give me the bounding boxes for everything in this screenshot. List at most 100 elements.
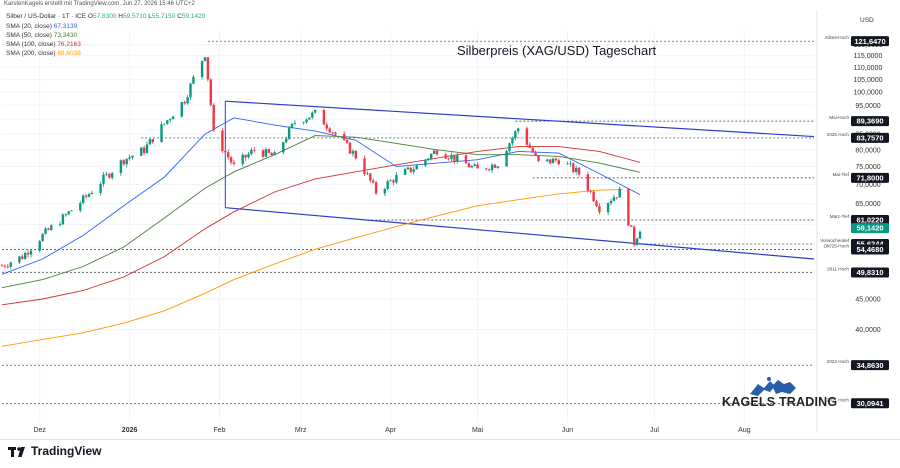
- legend-item-sma50[interactable]: SMA (50, close) 73,3430: [6, 32, 81, 41]
- candle-body: [250, 149, 253, 154]
- candle-body: [311, 112, 314, 118]
- candle-body: [221, 130, 224, 151]
- tradingview-logo-icon[interactable]: [8, 445, 28, 459]
- candle-body: [128, 157, 131, 159]
- candle-body: [6, 266, 9, 268]
- candle-body: [537, 155, 540, 162]
- level-name-label: Mai-Tief: [833, 172, 850, 177]
- candle-body: [314, 109, 317, 113]
- x-tick-label: Mrz: [295, 427, 307, 434]
- candle-body: [145, 144, 149, 153]
- candle-body: [444, 154, 447, 159]
- candle-body: [395, 174, 398, 183]
- y-tick-label: 95,0000: [855, 103, 880, 110]
- candle-body: [308, 117, 311, 120]
- level-price-tag: [851, 36, 889, 47]
- candle-body: [450, 155, 453, 160]
- candle-body: [47, 228, 50, 230]
- y-tick-label: 45,0000: [855, 296, 880, 303]
- high-value: 59,5710: [122, 13, 147, 20]
- candle-body: [447, 158, 450, 160]
- y-tick-label: 80,0000: [855, 147, 880, 154]
- candle-body: [290, 123, 294, 128]
- indicator-legend: SMA (20, close) 67,3139 SMA (50, close) …: [6, 23, 81, 59]
- chart-title: Silberpreis (XAG/USD) Tageschart: [457, 43, 657, 58]
- candle-body: [142, 147, 146, 153]
- level-price-tag: [851, 267, 889, 278]
- candle-body: [577, 167, 581, 175]
- candle-body: [163, 123, 166, 125]
- price-chart[interactable]: Allzeit-Hoch Mai-Hoch 2025 Hoch Mai-Tief Mär…: [0, 0, 900, 440]
- candle-body: [125, 158, 128, 165]
- candle-body: [615, 197, 618, 199]
- candle-body: [386, 181, 389, 189]
- candle-body: [412, 169, 415, 172]
- candle-body: [485, 168, 488, 170]
- grid: [2, 10, 818, 432]
- legend-item-sma100[interactable]: SMA (100, close) 76,2163: [6, 41, 81, 50]
- level-name-label: Okt'25-Hoch: [824, 243, 850, 248]
- legend-item-sma20[interactable]: SMA (20, close) 67,3139: [6, 23, 81, 32]
- x-tick-label: Dez: [33, 427, 46, 434]
- moving-averages: [1, 117, 641, 347]
- chart-attribution: KarstenKagels erstellt mit TradingView.c…: [4, 1, 195, 7]
- level-price-text: 55,6244: [856, 240, 884, 249]
- candle-body: [70, 210, 73, 212]
- candle-body: [160, 124, 163, 143]
- candle-body: [508, 143, 511, 152]
- tradingview-wordmark[interactable]: TradingView: [31, 444, 102, 458]
- candle-body: [627, 188, 630, 226]
- candle-body: [79, 203, 82, 211]
- candle-body: [435, 150, 439, 155]
- candle-body: [517, 128, 520, 132]
- time-axis[interactable]: Dez 2026 Feb Mrz Apr Mai Jun Jul Aug: [33, 427, 750, 434]
- candle-body: [334, 132, 337, 135]
- legend-label: SMA (50, close): [6, 31, 52, 39]
- x-tick-label: Jul: [650, 427, 659, 434]
- candle-body: [496, 166, 500, 168]
- candle-body: [140, 147, 143, 156]
- candle-body: [415, 165, 418, 170]
- candle-body: [328, 128, 331, 133]
- legend-value: 76,2163: [57, 40, 81, 48]
- candle-body: [264, 149, 268, 157]
- candle-body: [383, 188, 386, 194]
- candle-body: [392, 180, 395, 183]
- candle-body: [200, 60, 204, 78]
- candle-body: [169, 119, 172, 121]
- candle-body: [82, 195, 85, 204]
- candle-body: [38, 241, 41, 251]
- level-price-text: 54,4680: [856, 245, 883, 254]
- candle-body: [227, 152, 230, 158]
- candle-body: [67, 211, 70, 215]
- symbol-name: Silber / US-Dollar · 1T · ICE: [6, 13, 87, 20]
- candle-body: [476, 164, 479, 169]
- candle-body: [247, 153, 250, 158]
- level-name-label: 2024 Hoch: [827, 359, 850, 364]
- candle-body: [108, 173, 111, 178]
- candle-body: [366, 173, 369, 175]
- candle-body: [598, 206, 601, 213]
- sma-200-line: [1, 189, 623, 347]
- candle-body: [183, 102, 186, 104]
- legend-label: SMA (200, close): [6, 49, 56, 57]
- candle-body: [24, 252, 27, 259]
- candle-body: [369, 173, 372, 181]
- candle-body: [606, 203, 610, 213]
- legend-item-sma200[interactable]: SMA (200, close) 68,6038: [6, 50, 81, 59]
- candle-body: [224, 150, 227, 153]
- candle-body: [406, 167, 410, 170]
- candle-body: [282, 142, 285, 153]
- candle-body: [525, 128, 529, 145]
- candle-body: [261, 150, 265, 157]
- level-price-tag: [851, 172, 889, 183]
- candle-body: [90, 192, 94, 195]
- candle-body: [64, 214, 67, 216]
- candle-body: [534, 152, 537, 156]
- candle-body: [505, 151, 508, 167]
- candle-body: [427, 158, 430, 160]
- candle-body: [99, 183, 102, 193]
- candle-body: [467, 163, 471, 168]
- y-tick-label: 40,0000: [855, 327, 880, 334]
- level-name-label: 2025 Hoch: [827, 132, 850, 137]
